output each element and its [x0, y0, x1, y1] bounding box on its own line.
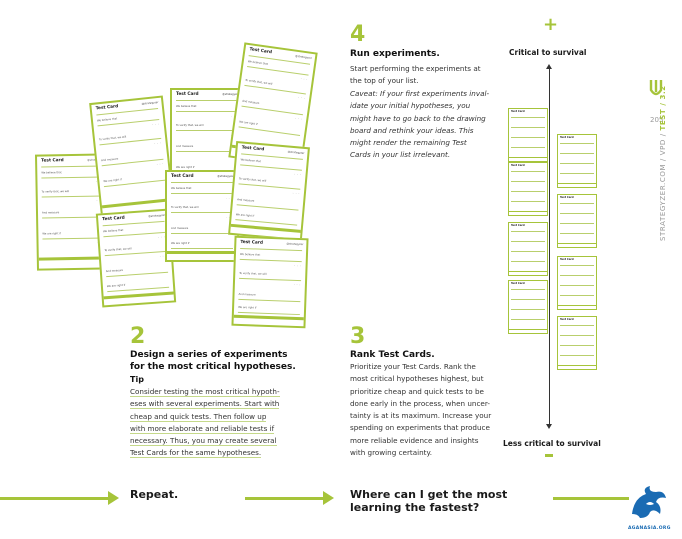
repeat-label: Repeat. [130, 488, 179, 501]
arrow-line [245, 497, 327, 500]
dragon-logo [626, 484, 670, 528]
step-number: 2 [130, 324, 146, 349]
tip-text: Consider testing the most critical hypot… [130, 387, 280, 459]
ranked-test-card: Test Card [508, 162, 548, 216]
arrow-line [0, 497, 112, 500]
arrow-right-icon [108, 491, 119, 505]
arrow-up-icon [546, 64, 552, 69]
test-card: Test Card@strategyzer We believe that· ·… [228, 140, 310, 242]
pen-icon [648, 78, 664, 104]
step-heading: Rank Test Cards. [350, 350, 435, 360]
logo-text: AGANASIA.ORG [628, 526, 671, 531]
ranked-test-card: Test Card [557, 134, 597, 188]
test-card: Test Card@strategyzer We believe that· ·… [89, 95, 175, 219]
ranked-test-card: Test Card [557, 194, 597, 248]
step-heading: Design a series of experiments for the m… [130, 350, 296, 372]
arrow-right-icon [323, 491, 334, 505]
caveat-text: Caveat: If your first experiments inval-… [350, 89, 490, 160]
arrow-down-icon [546, 424, 552, 429]
step-body: Prioritize your Test Cards. Rank the mos… [350, 362, 492, 458]
step-body: Start performing the experiments at the … [350, 64, 481, 86]
test-card: Test Card@strategyzer We believe that· ·… [165, 170, 239, 262]
question-heading: Where can I get the most learning the fa… [350, 488, 508, 514]
critical-label: Critical to survival [509, 48, 587, 57]
scale-axis [549, 66, 550, 426]
page-number: 205 [650, 116, 664, 124]
plus-icon: + [543, 14, 559, 35]
section-nav: STRATEGYZER.COM / VPD / TEST / 3.2 [659, 85, 667, 241]
minus-icon [545, 454, 553, 457]
arrow-line [553, 497, 629, 500]
test-card: Test Card@strategyzer We believe that· ·… [231, 235, 309, 329]
tip-label: Tip [130, 375, 144, 384]
step-heading: Run experiments. [350, 49, 440, 59]
step-number: 4 [350, 22, 366, 47]
less-critical-label: Less critical to survival [503, 439, 601, 448]
ranked-test-card: Test Card [508, 280, 548, 334]
step-number: 3 [350, 324, 366, 349]
ranked-test-card: Test Card [557, 256, 597, 310]
ranked-test-card: Test Card [557, 316, 597, 370]
ranked-test-card: Test Card [508, 108, 548, 162]
ranked-test-card: Test Card [508, 222, 548, 276]
